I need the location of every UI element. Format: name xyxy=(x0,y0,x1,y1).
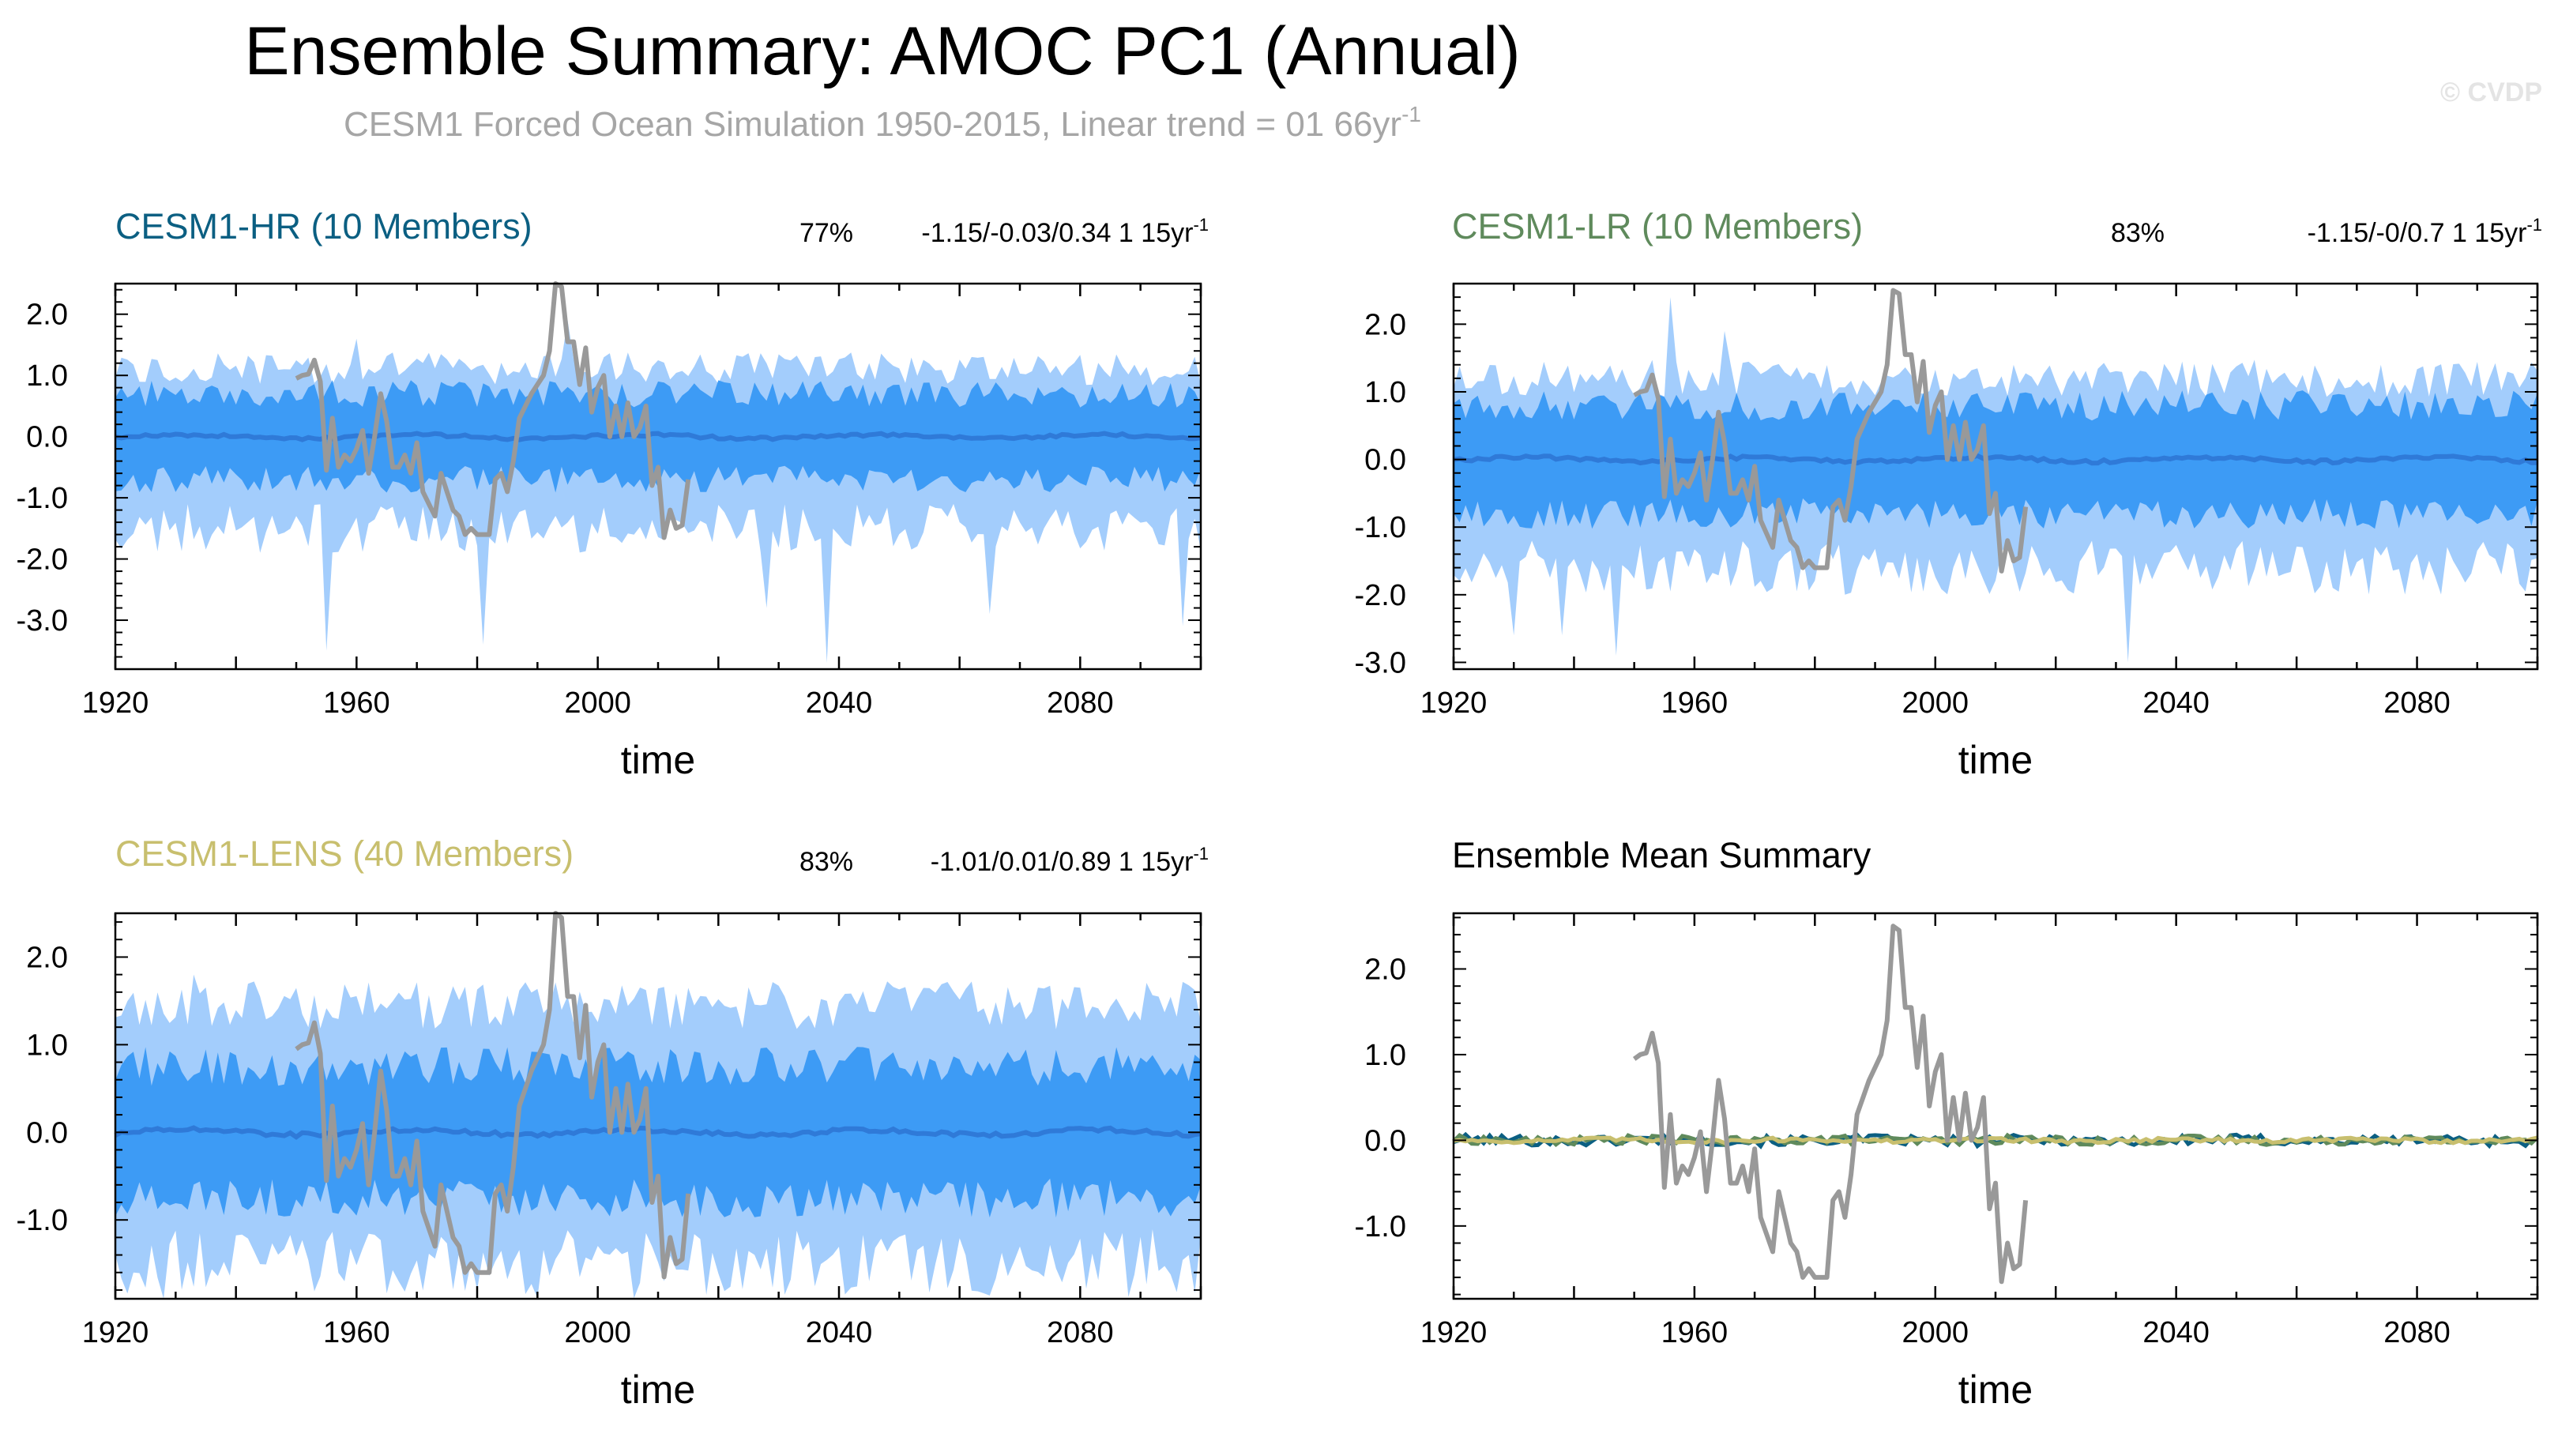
lens-ytick-label: 0.0 xyxy=(26,1116,68,1149)
lr-observed-line xyxy=(1633,288,2029,574)
lens-stats-sup: -1 xyxy=(1193,844,1209,863)
lr-stats-label: -1.15/-0/0.7 1 15yr-1 xyxy=(2308,215,2542,248)
hr-stats-text: -1.15/-0.03/0.34 1 15yr xyxy=(921,218,1193,248)
lr-xtick-label: 1920 xyxy=(1420,687,1488,720)
lens-ytick-label: 1.0 xyxy=(26,1029,68,1062)
lr-ytick-label: -1.0 xyxy=(1355,511,1406,544)
lr-xtick-label: 2000 xyxy=(1902,687,1969,720)
mean-xlabel: time xyxy=(1958,1368,2033,1412)
lens-xtick-label: 1920 xyxy=(82,1316,149,1349)
mean-ytick-label: -1.0 xyxy=(1355,1210,1406,1243)
lr-xlabel: time xyxy=(1958,738,2033,782)
figure-subtitle: CESM1 Forced Ocean Simulation 1950-2015,… xyxy=(344,102,1421,144)
hr-stats-label: -1.15/-0.03/0.34 1 15yr-1 xyxy=(921,215,1209,248)
lens-percent-label: 83% xyxy=(799,847,853,877)
mean-ytick-label: 0.0 xyxy=(1364,1124,1406,1157)
lr-xtick-label: 2040 xyxy=(2142,687,2210,720)
lens-ytick-label: -1.0 xyxy=(17,1204,68,1237)
hr-xtick-label: 1920 xyxy=(82,687,149,720)
copyright-watermark: © CVDP xyxy=(2440,77,2542,107)
hr-ytick-label: -1.0 xyxy=(17,482,68,515)
lens-panel-title: CESM1-LENS (40 Members) xyxy=(115,833,574,874)
hr-inner-spread-band xyxy=(115,380,1201,493)
lr-ytick-label: -2.0 xyxy=(1355,579,1406,612)
lens-panel: 1920 1960 2000 2040 2080 2.0 1.0 0.0 -1.0 time CES… xyxy=(17,833,1209,1412)
lr-ytick-label: 0.0 xyxy=(1364,444,1406,477)
lr-stats-text: -1.15/-0/0.7 1 15yr xyxy=(2308,218,2527,248)
mean-panel-title: Ensemble Mean Summary xyxy=(1452,835,1871,875)
hr-xlabel: time xyxy=(621,738,695,782)
lens-xtick-label: 1960 xyxy=(323,1316,390,1349)
lr-percent-label: 83% xyxy=(2111,218,2165,248)
lens-ytick-label: 2.0 xyxy=(26,941,68,974)
lens-stats-label: -1.01/0.01/0.89 1 15yr-1 xyxy=(931,844,1209,877)
hr-ytick-label: -3.0 xyxy=(17,604,68,638)
hr-xtick-label: 2000 xyxy=(564,687,631,720)
lens-xtick-label: 2000 xyxy=(564,1316,631,1349)
hr-ensemble-mean-line xyxy=(115,431,1202,442)
lens-xtick-label: 2040 xyxy=(806,1316,873,1349)
figure-title: Ensemble Summary: AMOC PC1 (Annual) xyxy=(244,13,1520,89)
hr-panel-title: CESM1-HR (10 Members) xyxy=(115,206,532,246)
mean-xtick-label: 2040 xyxy=(2142,1316,2210,1349)
hr-xtick-label: 2080 xyxy=(1047,687,1114,720)
hr-ytick-label: 0.0 xyxy=(26,421,68,454)
lr-inner-spread-band xyxy=(1454,390,2537,529)
lr-ytick-label: 1.0 xyxy=(1364,376,1406,409)
mean-ytick-label: 2.0 xyxy=(1364,953,1406,986)
hr-ytick-label: -2.0 xyxy=(17,544,68,577)
lens-stats-text: -1.01/0.01/0.89 1 15yr xyxy=(931,847,1194,877)
hr-xtick-label: 1960 xyxy=(323,687,390,720)
mean-xtick-label: 1920 xyxy=(1420,1316,1488,1349)
lr-ytick-label: 2.0 xyxy=(1364,308,1406,341)
lens-xlabel: time xyxy=(621,1368,695,1412)
mean-ytick-label: 1.0 xyxy=(1364,1039,1406,1072)
hr-percent-label: 77% xyxy=(799,218,853,248)
hr-stats-sup: -1 xyxy=(1193,215,1209,235)
lr-xtick-label: 1960 xyxy=(1661,687,1728,720)
lens-xtick-label: 2080 xyxy=(1047,1316,1114,1349)
figure-subtitle-sup: -1 xyxy=(1401,102,1421,126)
mean-plot-frame xyxy=(1452,912,2539,1300)
hr-xtick-label: 2040 xyxy=(806,687,873,720)
hr-ytick-label: 1.0 xyxy=(26,359,68,393)
lr-xtick-label: 2080 xyxy=(2383,687,2451,720)
mean-observed-line xyxy=(1632,924,2029,1285)
lens-ensemble-mean-line xyxy=(114,1125,1202,1140)
mean-series-cesm1-lens-line xyxy=(1453,1135,2538,1146)
hr-observed-line xyxy=(295,281,691,540)
lens-observed-line xyxy=(295,911,691,1280)
mean-panel: 1920 1960 2000 2040 2080 2.0 1.0 0.0 -1.0 time Ens… xyxy=(1355,835,2539,1412)
mean-xtick-label: 1960 xyxy=(1661,1316,1728,1349)
lr-stats-sup: -1 xyxy=(2526,215,2542,235)
figure-subtitle-text: CESM1 Forced Ocean Simulation 1950-2015,… xyxy=(344,105,1401,144)
mean-xtick-label: 2000 xyxy=(1902,1316,1969,1349)
lr-ensemble-mean-line xyxy=(1453,453,2537,466)
lr-ytick-label: -3.0 xyxy=(1355,646,1406,679)
hr-panel: 1920 1960 2000 2040 2080 2.0 1.0 0.0 -1.0 -2.0 -3.… xyxy=(17,206,1209,782)
mean-xtick-label: 2080 xyxy=(2383,1316,2451,1349)
lr-panel: 1920 1960 2000 2040 2080 2.0 1.0 0.0 -1.0 -2.0 -3.… xyxy=(1355,206,2542,782)
lr-panel-title: CESM1-LR (10 Members) xyxy=(1452,206,1863,246)
hr-ytick-label: 2.0 xyxy=(26,299,68,332)
